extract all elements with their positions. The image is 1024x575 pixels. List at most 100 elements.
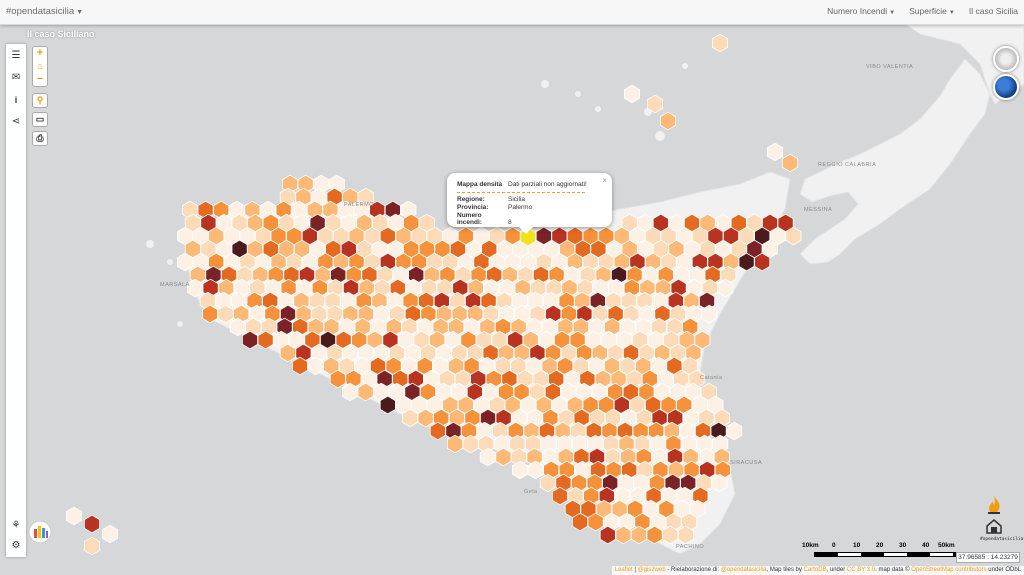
hex-cell[interactable] bbox=[701, 304, 718, 324]
location-pin-icon[interactable]: ⚲ bbox=[36, 95, 44, 105]
hex-cell[interactable] bbox=[662, 525, 679, 545]
gis2web-link[interactable]: @gis2web bbox=[637, 567, 666, 573]
popup-row-key: Provincia: bbox=[457, 204, 489, 211]
hex-cell[interactable] bbox=[767, 142, 783, 162]
hex-cell[interactable] bbox=[527, 460, 544, 480]
hex-cell[interactable] bbox=[754, 252, 771, 272]
brand-label: #opendatasicilia bbox=[6, 6, 75, 17]
attribution: Leaflet | @gis2web - Rielaborazione di: … bbox=[611, 566, 1024, 575]
nav-numero-incendi[interactable]: Numero Incendi ▼ bbox=[827, 6, 895, 16]
hex-cell[interactable] bbox=[711, 473, 728, 493]
share-icon[interactable]: ⋖ bbox=[11, 116, 21, 127]
popup-title-key: Mappa densità bbox=[457, 181, 503, 188]
leaflet-link[interactable]: Leaflet bbox=[614, 567, 633, 573]
hex-cell[interactable] bbox=[599, 525, 616, 545]
hex-cell[interactable] bbox=[624, 84, 640, 104]
hex-cell[interactable] bbox=[357, 382, 374, 402]
scale-label: 30 bbox=[899, 542, 907, 549]
hex-cell[interactable] bbox=[201, 304, 219, 324]
nav-menu: Numero Incendi ▼ Superficie ▼ Il caso Sici… bbox=[813, 6, 1018, 16]
nav-numero-incendi-label: Numero Incendi bbox=[827, 6, 888, 16]
hex-cell[interactable] bbox=[84, 514, 100, 534]
place-label: VIBO VALENTIA bbox=[866, 64, 914, 70]
attrib-text: under ODbL bbox=[986, 567, 1021, 573]
map-canvas[interactable]: VIBO VALENTIA MARSALA REGGIO CALABRIA ME… bbox=[0, 24, 1024, 575]
info-icon[interactable]: i bbox=[14, 95, 18, 105]
hex-cell[interactable] bbox=[229, 317, 246, 337]
hex-cell[interactable] bbox=[512, 460, 528, 480]
brand-dropdown[interactable]: #opendatasicilia ▼ bbox=[6, 6, 83, 17]
hex-cell[interactable] bbox=[341, 382, 359, 402]
hex-cell[interactable] bbox=[401, 408, 419, 428]
globe-icon[interactable] bbox=[993, 74, 1019, 100]
hex-cell[interactable] bbox=[291, 356, 309, 376]
hex-cell[interactable] bbox=[417, 408, 434, 428]
hex-cell[interactable] bbox=[446, 434, 464, 454]
opendatasicilia-link[interactable]: @opendatasicilia bbox=[720, 567, 767, 573]
popup-close-button[interactable]: × bbox=[602, 176, 607, 185]
caret-down-icon: ▼ bbox=[76, 9, 84, 16]
map-title: Il caso Siciliano bbox=[27, 29, 95, 39]
app-logo-icon[interactable] bbox=[28, 520, 52, 544]
hex-cell[interactable] bbox=[694, 330, 711, 350]
hex-cell[interactable] bbox=[726, 421, 743, 441]
hex-cell[interactable] bbox=[176, 252, 194, 272]
leaf-icon[interactable]: ⚘ bbox=[11, 520, 21, 531]
hex-cell[interactable] bbox=[587, 512, 604, 532]
nav-superficie[interactable]: Superficie ▼ bbox=[909, 6, 955, 16]
layers-icon[interactable] bbox=[993, 46, 1019, 72]
info-popup: × Mappa densità Dati parziali non aggiorn… bbox=[447, 173, 612, 234]
hex-cell[interactable] bbox=[479, 447, 496, 467]
hex-cell[interactable] bbox=[84, 536, 100, 556]
logo-text: #opendatasicilia bbox=[980, 537, 1024, 542]
hex-cell[interactable] bbox=[66, 506, 82, 526]
island bbox=[167, 259, 173, 265]
nav-il-caso-sicilia[interactable]: Il caso Sicilia bbox=[969, 6, 1018, 16]
hex-cell[interactable] bbox=[660, 111, 676, 131]
place-label: MESSINA bbox=[804, 207, 833, 213]
hex-cell[interactable] bbox=[647, 94, 663, 114]
zoom-control: + ⌂ − bbox=[32, 46, 48, 87]
hex-cell[interactable] bbox=[462, 434, 479, 454]
menu-icon[interactable]: ☰ bbox=[11, 50, 21, 61]
place-label: SIRACUSA bbox=[730, 460, 763, 466]
hex-cell[interactable] bbox=[712, 33, 728, 53]
gear-icon[interactable]: ⚙ bbox=[11, 540, 21, 551]
hex-cell[interactable] bbox=[572, 512, 588, 532]
osm-link[interactable]: OpenStreetMap contributors bbox=[911, 567, 987, 573]
envelope-icon[interactable]: ✉ bbox=[11, 72, 21, 83]
hex-cell[interactable] bbox=[217, 304, 234, 324]
hex-cell[interactable] bbox=[785, 226, 802, 246]
sidebar: ☰ ✉ i ⋖ ⚘ ⚙ bbox=[6, 44, 26, 557]
license-link[interactable]: CC BY 3.0 bbox=[846, 567, 876, 573]
zoom-out-button[interactable]: − bbox=[36, 73, 44, 85]
home-icon[interactable]: ⌂ bbox=[37, 61, 43, 71]
hex-cell[interactable] bbox=[495, 447, 512, 467]
hex-cell[interactable] bbox=[615, 525, 632, 545]
hex-cell[interactable] bbox=[241, 330, 259, 350]
hex-cell[interactable] bbox=[689, 499, 706, 519]
hex-cell[interactable] bbox=[646, 525, 663, 545]
hex-cell[interactable] bbox=[552, 486, 568, 506]
hex-cell[interactable] bbox=[329, 369, 346, 389]
hex-cell[interactable] bbox=[539, 473, 556, 493]
cartodb-link[interactable]: CartoDB bbox=[803, 567, 827, 573]
hex-cell[interactable] bbox=[379, 395, 396, 415]
print-icon[interactable]: ⎙ bbox=[36, 133, 44, 143]
hex-cell[interactable] bbox=[279, 343, 296, 363]
popup-row-key: Regione: bbox=[457, 196, 485, 203]
hex-cell[interactable] bbox=[677, 525, 694, 545]
hex-cell[interactable] bbox=[307, 356, 324, 376]
hex-cell[interactable] bbox=[429, 421, 446, 441]
opendatasicilia-logo-icon bbox=[985, 518, 1003, 534]
zoom-in-button[interactable]: + bbox=[36, 47, 44, 59]
hex-cell[interactable] bbox=[102, 524, 118, 544]
hex-cell[interactable] bbox=[782, 153, 798, 173]
ruler-icon[interactable]: ▭ bbox=[35, 114, 45, 124]
hex-cell[interactable] bbox=[257, 330, 274, 350]
place-label: MARSALA bbox=[160, 282, 190, 288]
hex-cell[interactable] bbox=[631, 525, 647, 545]
hex-cell[interactable] bbox=[717, 278, 734, 298]
popup-row-value: 8 bbox=[508, 219, 512, 226]
hex-cell[interactable] bbox=[738, 252, 755, 272]
